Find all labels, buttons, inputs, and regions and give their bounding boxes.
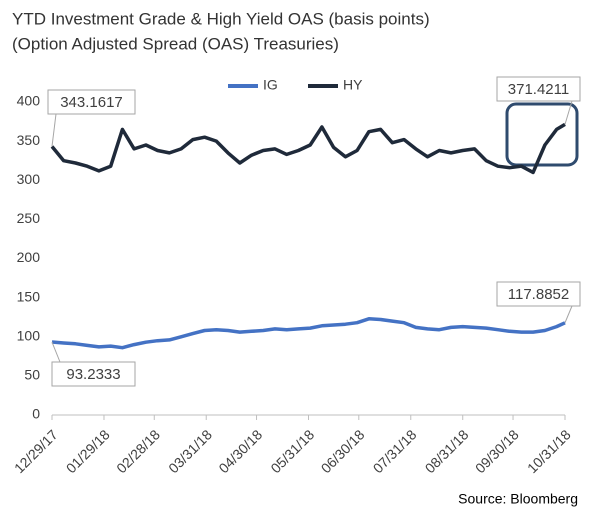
y-tick-label: 50 [24,367,40,383]
data-label: 343.1617 [60,94,123,111]
y-tick-label: 350 [17,132,41,148]
data-label: 371.4211 [508,81,569,98]
legend-label: HY [343,77,363,93]
callout-pointer [564,305,573,323]
callout-box [47,89,136,115]
y-tick-label: 300 [17,171,41,187]
y-tick-label: 250 [17,210,41,226]
y-tick-label: 0 [32,406,40,422]
y-tick-label: 100 [17,327,41,343]
chart-subtitle: (Option Adjusted Spread (OAS) Treasuries… [12,34,339,53]
data-label: 117.8852 [508,286,569,303]
data-label: 93.2333 [66,366,120,383]
chart-title: YTD Investment Grade & High Yield OAS (b… [12,9,430,28]
callout-pointer [564,100,573,125]
source: Source: Bloomberg [458,491,578,507]
callout-box [51,361,136,387]
y-tick-label: 150 [17,288,41,304]
callout-pointer [51,341,61,363]
y-tick-label: 200 [17,249,41,265]
callout-box [496,76,581,102]
callout-box [496,281,581,307]
series-line [50,122,566,175]
y-tick-label: 400 [17,93,41,109]
legend-label: IG [263,77,278,93]
series-line [51,317,566,350]
highlight-box [505,102,579,167]
callout-pointer [51,113,57,147]
